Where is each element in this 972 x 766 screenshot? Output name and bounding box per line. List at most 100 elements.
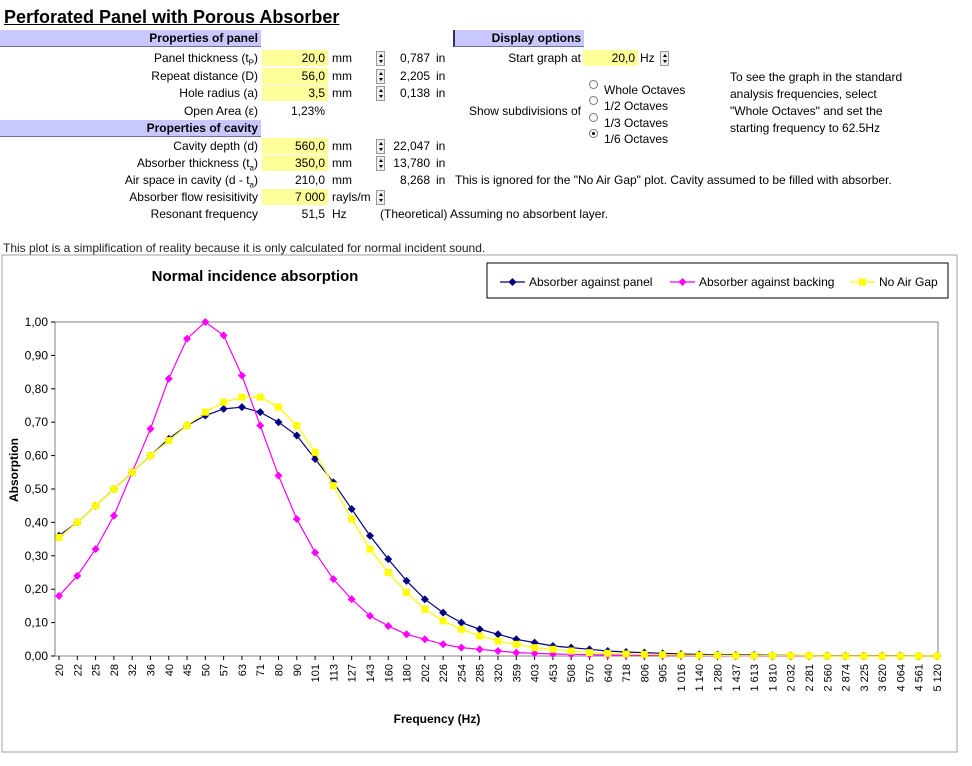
data-point — [622, 650, 630, 658]
data-point — [732, 652, 740, 660]
field-value[interactable]: 3,5 — [262, 85, 328, 102]
data-point — [549, 645, 557, 653]
converted-value: 2,205 — [399, 68, 430, 83]
x-tick-label: 1 140 — [694, 664, 706, 692]
x-tick-label: 359 — [511, 664, 523, 682]
unit: mm — [332, 173, 352, 187]
field-label: Panel thickness (tP) — [0, 50, 258, 71]
x-tick-label: 40 — [164, 664, 176, 676]
y-tick-label: 0,60 — [25, 449, 49, 463]
data-point — [365, 611, 374, 620]
x-axis-label: Frequency (Hz) — [394, 712, 481, 726]
section-heading: Display options — [453, 30, 584, 47]
y-tick-label: 1,00 — [25, 315, 49, 329]
x-tick-label: 202 — [420, 664, 432, 682]
data-point — [238, 393, 246, 401]
subdivision-label: Show subdivisions of — [468, 104, 581, 118]
field-value[interactable]: 560,0 — [262, 138, 328, 154]
plot-area — [54, 321, 939, 657]
y-tick-label: 0,30 — [25, 549, 49, 563]
radio-button[interactable] — [589, 112, 598, 122]
subscript: a — [249, 163, 254, 173]
legend-marker — [859, 278, 866, 286]
x-tick-label: 180 — [402, 664, 414, 682]
data-point — [457, 625, 465, 633]
x-tick-label: 718 — [621, 664, 633, 682]
data-point — [73, 571, 82, 580]
data-point — [494, 646, 502, 655]
data-point — [714, 651, 721, 659]
x-tick-label: 36 — [145, 664, 157, 676]
radio-button[interactable] — [589, 80, 598, 89]
data-point — [201, 408, 209, 416]
field-value[interactable]: 20,0 — [262, 50, 328, 66]
legend-label: Absorber against panel — [529, 275, 652, 289]
data-point — [256, 408, 265, 417]
data-point — [695, 651, 703, 659]
data-point — [183, 422, 191, 430]
data-point — [92, 502, 100, 510]
data-point — [640, 650, 648, 658]
data-point — [311, 548, 320, 557]
field-value[interactable]: 56,0 — [262, 67, 328, 84]
unit: Hz — [332, 207, 347, 221]
radio-button[interactable] — [589, 96, 598, 106]
unit: rayls/m — [332, 190, 371, 204]
field-label: Air space in cavity (d - ta) — [0, 172, 258, 193]
spinner[interactable] — [376, 68, 385, 84]
data-point — [329, 482, 337, 490]
field-value[interactable]: 350,0 — [262, 155, 328, 171]
x-tick-label: 3 620 — [877, 664, 889, 692]
field-label: Open Area (ε) — [0, 103, 258, 119]
spinner[interactable] — [376, 51, 385, 66]
y-axis-label: Absorption — [7, 438, 21, 502]
note: (Theoretical) Assuming no absorbent laye… — [380, 207, 609, 221]
data-point — [293, 422, 301, 430]
data-point — [860, 652, 868, 660]
x-tick-label: 2 560 — [822, 664, 834, 692]
field-label: Absorber flow resisitivity — [0, 189, 258, 205]
unit: Hz — [640, 51, 655, 65]
data-point — [842, 652, 850, 660]
field-label: Absorber thickness (ta) — [0, 155, 258, 176]
data-point — [457, 618, 466, 627]
unit: in — [436, 139, 446, 153]
radio-label: 1/3 Octaves — [604, 115, 669, 130]
data-point — [494, 637, 502, 645]
x-tick-label: 254 — [456, 664, 468, 682]
label-text: Panel thickness (t — [153, 51, 249, 65]
data-point — [275, 403, 282, 411]
label-text: ) — [254, 51, 258, 65]
data-point — [512, 640, 520, 648]
x-tick-label: 4 064 — [895, 664, 907, 692]
section-heading: Properties of cavity — [0, 120, 261, 137]
data-point — [109, 511, 118, 520]
data-point — [659, 651, 667, 659]
help-text: To see the graph in the standard — [730, 70, 903, 84]
data-point — [805, 652, 813, 660]
data-point — [183, 334, 192, 343]
label-text: Repeat distance (D) — [151, 68, 258, 83]
data-point — [475, 645, 484, 654]
data-point — [439, 608, 448, 617]
field-value[interactable]: 7 000 — [262, 189, 328, 205]
start-label: Start graph at — [508, 51, 581, 65]
spinner[interactable] — [376, 190, 385, 205]
data-point — [567, 647, 575, 655]
data-point — [220, 398, 228, 406]
spinner[interactable] — [376, 139, 385, 154]
x-tick-label: 403 — [530, 664, 542, 682]
spinner[interactable] — [376, 156, 385, 171]
data-point — [365, 531, 374, 540]
y-tick-label: 0,00 — [25, 649, 49, 663]
x-tick-label: 640 — [603, 664, 615, 682]
section-heading: Properties of panel — [0, 30, 261, 47]
radio-button[interactable] — [589, 128, 598, 138]
start-value[interactable]: 20,0 — [583, 50, 638, 66]
spinner[interactable] — [376, 86, 385, 102]
help-text: analysis frequencies, select — [730, 87, 877, 101]
spinner[interactable] — [660, 51, 669, 66]
x-tick-label: 143 — [365, 664, 377, 682]
